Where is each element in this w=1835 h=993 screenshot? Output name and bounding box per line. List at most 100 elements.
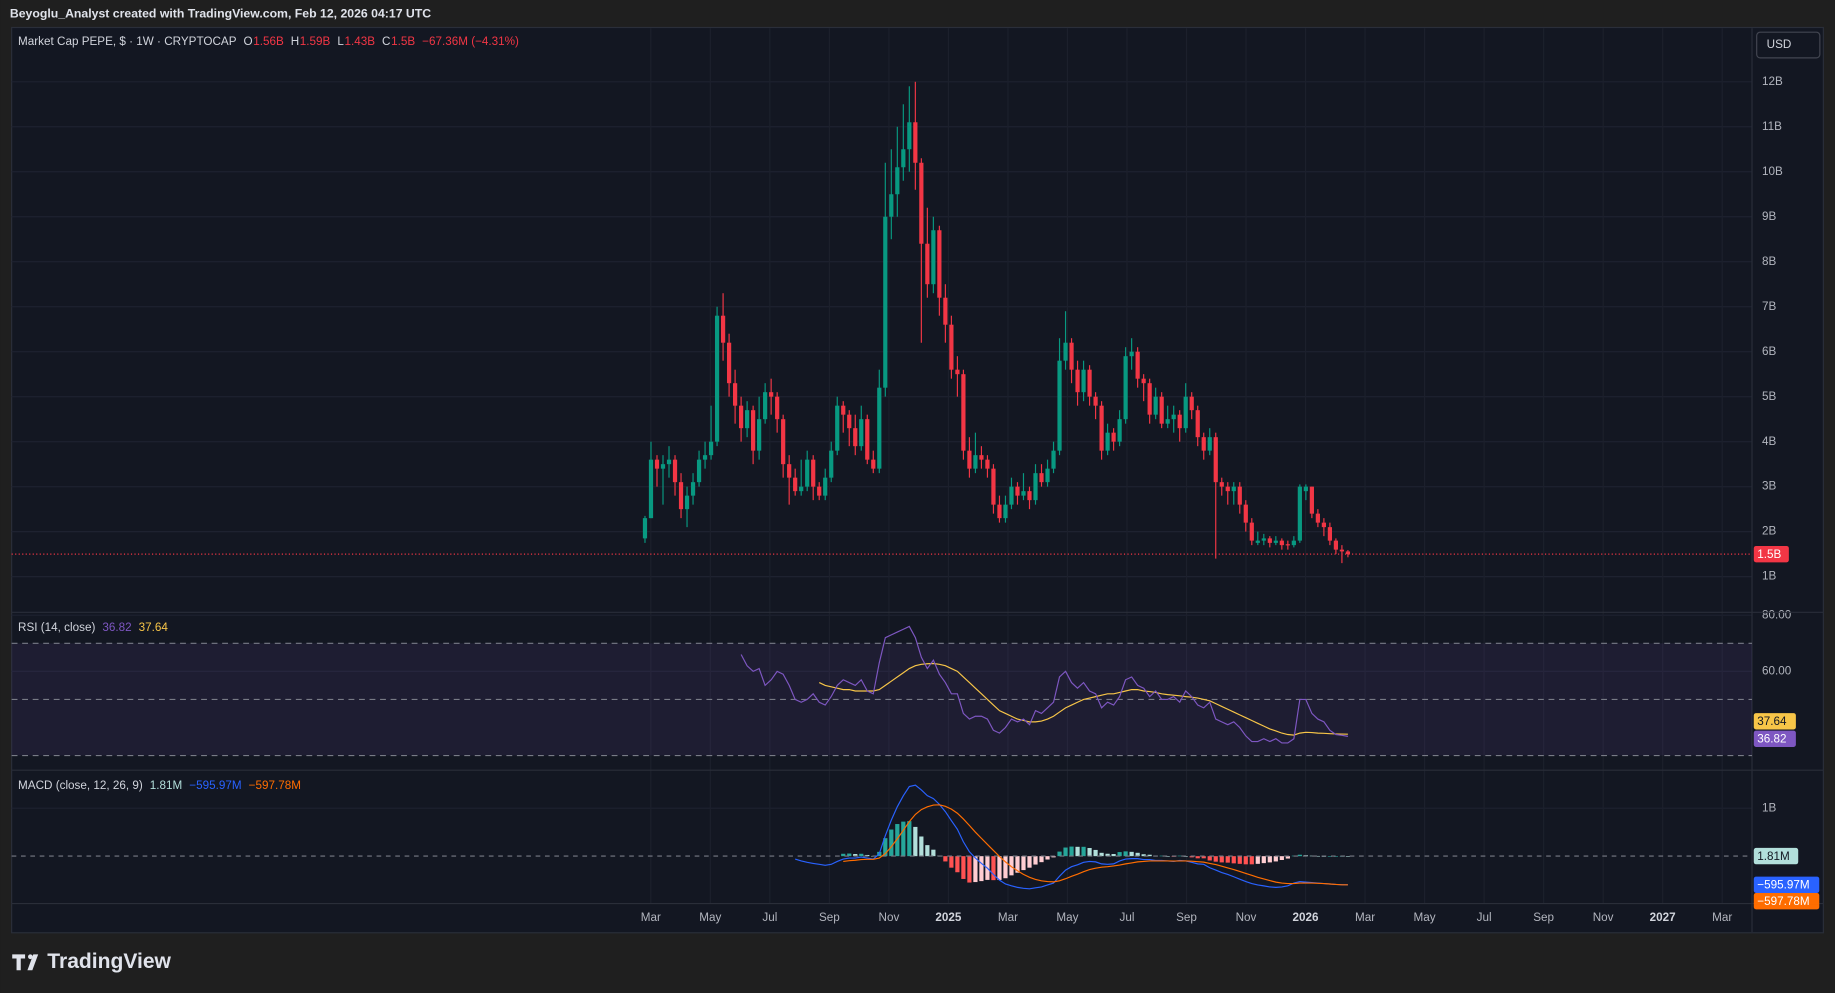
- candle-body: [997, 504, 1002, 519]
- candle-body: [1153, 396, 1158, 415]
- candle-body: [745, 410, 750, 429]
- histogram-bar: [1111, 854, 1116, 857]
- candle-body: [1237, 486, 1242, 505]
- candle-body: [1183, 396, 1188, 429]
- histogram-bar: [1045, 856, 1050, 860]
- candle-body: [642, 518, 648, 539]
- candle-body: [1081, 369, 1086, 393]
- histogram-bar: [1243, 856, 1248, 865]
- candle-body: [1273, 540, 1278, 543]
- y-tick-label: 1B: [1762, 801, 1777, 814]
- candle-body: [1003, 504, 1008, 519]
- legend-value: 37.64: [139, 621, 169, 634]
- candle-body: [1201, 437, 1206, 451]
- candle-body: [1267, 538, 1272, 543]
- x-tick-label: Sep: [819, 911, 840, 924]
- candle-body: [835, 405, 840, 451]
- histogram-bar: [1327, 856, 1332, 857]
- candle-body: [1135, 351, 1140, 379]
- histogram-bar: [919, 836, 924, 857]
- x-tick-label: Sep: [1176, 911, 1197, 924]
- histogram-bar: [1081, 846, 1086, 857]
- candle-body: [1033, 473, 1038, 501]
- x-tick-label: Jul: [1477, 911, 1492, 924]
- y-tick-label: 9B: [1762, 210, 1777, 223]
- histogram-bar: [1123, 851, 1128, 857]
- y-tick-label: 10B: [1762, 165, 1783, 178]
- candle-body: [769, 392, 774, 397]
- candle-body: [1345, 551, 1351, 555]
- histogram-bar: [1117, 852, 1122, 857]
- candle-body: [949, 324, 954, 370]
- currency-button[interactable]: [1756, 31, 1821, 59]
- candle-body: [1333, 540, 1339, 550]
- last-price-label-box: [1753, 545, 1789, 563]
- histogram-bar: [853, 854, 858, 857]
- legend-value: −595.97M: [189, 779, 241, 792]
- candle-body: [1165, 419, 1170, 424]
- watermark: TradingView: [47, 950, 171, 973]
- candle-body: [793, 477, 798, 492]
- histogram-bar: [1021, 856, 1026, 871]
- histogram-bar: [973, 856, 978, 883]
- candle-body: [672, 459, 678, 483]
- candle-body: [1099, 405, 1104, 451]
- rsi-band: [11, 643, 1753, 756]
- x-tick-label: Nov: [1236, 911, 1257, 924]
- histogram-bar: [1069, 846, 1074, 857]
- chart-frame: [11, 26, 1824, 934]
- histogram-bar: [949, 856, 954, 868]
- candle-body: [1171, 414, 1176, 420]
- y-tick-label: 4B: [1762, 435, 1777, 448]
- logo-mark: [28, 954, 33, 960]
- logo-mark: [27, 954, 39, 971]
- candle-body: [732, 383, 738, 406]
- y-tick-label: 7B: [1762, 300, 1777, 313]
- candle-body: [823, 477, 828, 496]
- indicator-line: [843, 804, 1348, 886]
- histogram-bar: [1015, 856, 1020, 873]
- candle-body: [979, 455, 984, 460]
- candle-body: [985, 459, 990, 469]
- histogram-bar: [1231, 856, 1236, 864]
- macd-value-label-box: [1753, 876, 1820, 893]
- histogram-bar: [1285, 856, 1290, 859]
- candle-body: [841, 405, 846, 415]
- candle-body: [1213, 437, 1218, 483]
- rsi-value-label: 36.82: [1757, 732, 1786, 745]
- candle-body: [1009, 486, 1014, 505]
- plot-layer: 1B 2B 3B 4B 5B 6B 7B 8B 9B 10B 11B 12B 80.00 60.00 1B M…: [11, 28, 1824, 933]
- candle-body: [1303, 486, 1308, 492]
- candle-body: [1177, 414, 1182, 429]
- histogram-bar: [961, 856, 966, 879]
- x-tick-label: May: [699, 911, 721, 924]
- legend-key: O: [244, 35, 253, 48]
- candle-body: [943, 297, 948, 325]
- candle-body: [1075, 369, 1080, 393]
- candle-body: [847, 414, 852, 429]
- histogram-bar: [991, 856, 996, 881]
- histogram-bar: [1177, 855, 1182, 857]
- candle-body: [1111, 432, 1116, 442]
- candle-body: [907, 122, 912, 150]
- candle-body: [1195, 410, 1200, 438]
- histogram-bar: [955, 856, 960, 873]
- histogram-bar: [1345, 856, 1351, 857]
- histogram-value-label: 1.81M: [1757, 850, 1789, 863]
- candle-body: [1093, 396, 1098, 406]
- histogram-bar: [1333, 856, 1339, 857]
- legend-value: 1.59B: [300, 35, 331, 48]
- x-tick-label: Sep: [1533, 911, 1554, 924]
- histogram-bar: [841, 853, 846, 857]
- candle-body: [865, 419, 870, 460]
- y-tick-label: 11B: [1762, 120, 1782, 133]
- histogram-bar: [1147, 854, 1152, 857]
- candle-body: [696, 459, 702, 483]
- histogram-bar: [943, 856, 948, 862]
- legend-title: RSI (14, close): [18, 621, 95, 634]
- legend-title: Market Cap PEPE, $ · 1W · CRYPTOCAP: [18, 35, 237, 48]
- candle-body: [757, 419, 762, 451]
- candle-body: [1039, 473, 1044, 483]
- x-tick-label: 2025: [935, 911, 962, 924]
